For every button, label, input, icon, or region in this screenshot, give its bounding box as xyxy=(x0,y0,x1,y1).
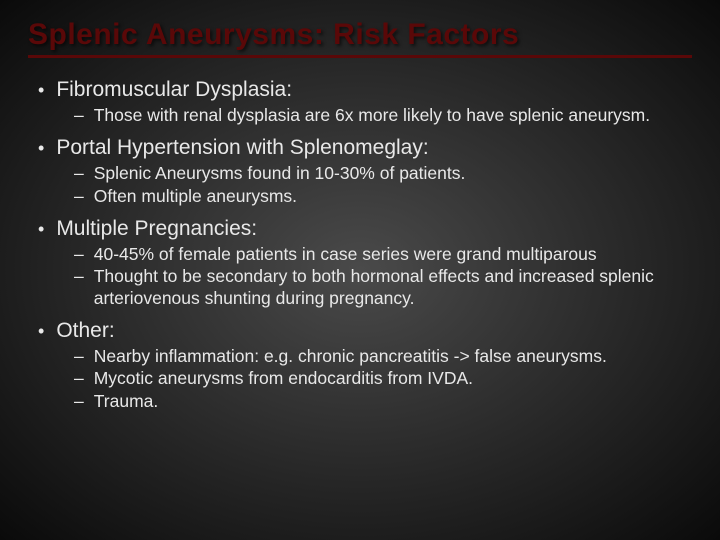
dash-icon: – xyxy=(74,391,84,412)
sub-bullet-list: – Those with renal dysplasia are 6x more… xyxy=(38,105,692,126)
dash-icon: – xyxy=(74,266,84,287)
sub-bullet: – Trauma. xyxy=(74,391,692,412)
sub-bullet: – Nearby inflammation: e.g. chronic panc… xyxy=(74,346,692,367)
sub-bullet-text: 40-45% of female patients in case series… xyxy=(94,244,692,265)
dash-icon: – xyxy=(74,346,84,367)
main-bullet-label: Multiple Pregnancies: xyxy=(56,217,257,241)
sub-bullet: – Those with renal dysplasia are 6x more… xyxy=(74,105,692,126)
main-bullet-list: • Fibromuscular Dysplasia: – Those with … xyxy=(28,78,692,412)
main-bullet: • Other: xyxy=(38,319,692,343)
sub-bullet-list: – Nearby inflammation: e.g. chronic panc… xyxy=(38,346,692,412)
sub-bullet-text: Those with renal dysplasia are 6x more l… xyxy=(94,105,692,126)
slide-content: • Fibromuscular Dysplasia: – Those with … xyxy=(28,78,692,412)
sub-bullet-text: Thought to be secondary to both hormonal… xyxy=(94,266,692,309)
main-bullet: • Fibromuscular Dysplasia: xyxy=(38,78,692,102)
main-bullet-label: Other: xyxy=(56,319,114,343)
main-bullet-label: Fibromuscular Dysplasia: xyxy=(56,78,292,102)
main-bullet: • Multiple Pregnancies: xyxy=(38,217,692,241)
list-item: • Fibromuscular Dysplasia: – Those with … xyxy=(38,78,692,126)
sub-bullet-list: – 40-45% of female patients in case seri… xyxy=(38,244,692,309)
main-bullet: • Portal Hypertension with Splenomeglay: xyxy=(38,136,692,160)
dash-icon: – xyxy=(74,244,84,265)
sub-bullet: – Thought to be secondary to both hormon… xyxy=(74,266,692,309)
sub-bullet: – 40-45% of female patients in case seri… xyxy=(74,244,692,265)
list-item: • Portal Hypertension with Splenomeglay:… xyxy=(38,136,692,207)
list-item: • Other: – Nearby inflammation: e.g. chr… xyxy=(38,319,692,412)
main-bullet-label: Portal Hypertension with Splenomeglay: xyxy=(56,136,428,160)
bullet-icon: • xyxy=(38,138,44,159)
sub-bullet: – Mycotic aneurysms from endocarditis fr… xyxy=(74,368,692,389)
sub-bullet: – Splenic Aneurysms found in 10-30% of p… xyxy=(74,163,692,184)
sub-bullet-list: – Splenic Aneurysms found in 10-30% of p… xyxy=(38,163,692,207)
sub-bullet-text: Nearby inflammation: e.g. chronic pancre… xyxy=(94,346,692,367)
sub-bullet-text: Splenic Aneurysms found in 10-30% of pat… xyxy=(94,163,692,184)
sub-bullet-text: Mycotic aneurysms from endocarditis from… xyxy=(94,368,692,389)
sub-bullet-text: Trauma. xyxy=(94,391,692,412)
dash-icon: – xyxy=(74,163,84,184)
sub-bullet: – Often multiple aneurysms. xyxy=(74,186,692,207)
sub-bullet-text: Often multiple aneurysms. xyxy=(94,186,692,207)
bullet-icon: • xyxy=(38,80,44,101)
bullet-icon: • xyxy=(38,219,44,240)
slide-title: Splenic Aneurysms: Risk Factors xyxy=(28,18,692,58)
bullet-icon: • xyxy=(38,321,44,342)
dash-icon: – xyxy=(74,105,84,126)
dash-icon: – xyxy=(74,186,84,207)
list-item: • Multiple Pregnancies: – 40-45% of fema… xyxy=(38,217,692,309)
dash-icon: – xyxy=(74,368,84,389)
